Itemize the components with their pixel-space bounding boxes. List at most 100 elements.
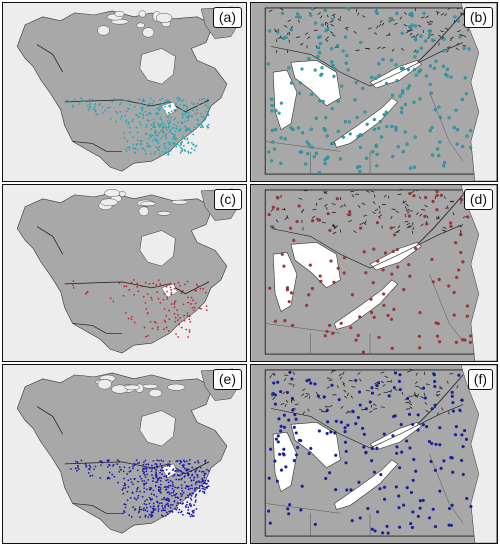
- station-marker: [141, 109, 143, 112]
- station-marker: [452, 313, 456, 317]
- station-marker: [190, 479, 193, 482]
- station-marker: [397, 379, 401, 383]
- station-marker: [350, 293, 355, 297]
- station-marker: [201, 470, 204, 473]
- small-lake: [395, 210, 400, 214]
- station-marker: [370, 75, 374, 80]
- station-marker: [330, 107, 334, 111]
- station-marker: [137, 480, 139, 483]
- small-lake: [406, 222, 410, 226]
- station-marker: [375, 383, 379, 388]
- station-marker: [314, 151, 318, 155]
- station-marker: [160, 130, 163, 132]
- station-marker: [176, 502, 179, 504]
- station-marker: [125, 285, 128, 288]
- station-marker: [87, 109, 90, 111]
- station-marker: [454, 108, 458, 112]
- station-marker: [136, 139, 139, 142]
- station-marker: [307, 293, 311, 297]
- station-marker: [190, 147, 193, 150]
- station-marker: [325, 408, 329, 412]
- station-marker: [317, 429, 321, 433]
- station-marker: [452, 126, 456, 130]
- station-marker: [186, 296, 189, 299]
- station-marker: [423, 39, 428, 43]
- small-lake: [453, 19, 456, 24]
- small-lake: [301, 208, 305, 212]
- station-marker: [382, 497, 387, 501]
- station-marker: [142, 98, 144, 101]
- station-marker: [274, 437, 278, 441]
- station-marker: [297, 91, 302, 95]
- station-marker: [184, 487, 187, 490]
- station-marker: [168, 142, 171, 144]
- station-marker: [170, 492, 172, 494]
- station-marker: [186, 312, 189, 315]
- station-marker: [355, 115, 359, 119]
- station-marker: [190, 504, 193, 507]
- station-marker: [400, 67, 404, 71]
- st-lawrence-river: [417, 374, 464, 425]
- station-marker: [151, 134, 154, 137]
- station-marker: [415, 50, 419, 54]
- zoom-map-d: [251, 185, 497, 361]
- station-marker: [165, 285, 168, 288]
- station-marker: [69, 101, 71, 104]
- station-marker: [142, 470, 144, 472]
- station-marker: [375, 152, 379, 156]
- small-lake: [460, 12, 463, 16]
- station-marker: [124, 311, 127, 314]
- station-marker: [191, 116, 193, 118]
- station-marker: [127, 146, 130, 148]
- station-marker: [172, 483, 174, 486]
- station-marker: [154, 485, 157, 487]
- station-marker: [349, 326, 353, 330]
- small-lake: [425, 15, 429, 19]
- station-marker: [150, 124, 153, 126]
- station-marker: [309, 381, 313, 385]
- lake-huron: [290, 60, 341, 107]
- station-marker: [160, 502, 163, 505]
- station-marker: [147, 113, 150, 115]
- station-marker: [157, 279, 160, 282]
- station-marker: [198, 490, 201, 493]
- station-marker: [108, 477, 111, 480]
- station-marker: [185, 460, 188, 463]
- station-marker: [171, 141, 174, 144]
- station-marker: [193, 128, 195, 131]
- station-marker: [132, 467, 134, 470]
- station-marker: [460, 433, 464, 437]
- station-marker: [181, 493, 184, 496]
- station-marker: [203, 97, 205, 100]
- small-lake: [417, 24, 422, 28]
- station-marker: [314, 21, 318, 25]
- station-marker: [179, 98, 182, 101]
- station-marker: [317, 51, 322, 55]
- small-lake: [368, 410, 373, 413]
- station-marker: [162, 509, 165, 512]
- station-marker: [128, 99, 131, 102]
- station-marker: [146, 498, 148, 501]
- station-marker: [153, 320, 156, 323]
- station-marker: [148, 282, 151, 285]
- station-marker: [145, 124, 148, 126]
- station-marker: [128, 126, 131, 129]
- station-marker: [162, 131, 165, 134]
- station-marker: [389, 58, 394, 62]
- station-marker: [138, 461, 141, 464]
- station-marker: [132, 279, 135, 281]
- station-marker: [468, 340, 472, 344]
- small-lake: [381, 46, 386, 49]
- station-marker: [146, 118, 149, 121]
- small-lake: [279, 35, 282, 39]
- station-marker: [408, 192, 412, 196]
- small-lake: [330, 370, 334, 374]
- station-marker: [174, 508, 177, 510]
- station-marker: [458, 408, 462, 412]
- station-marker: [161, 126, 164, 129]
- station-marker: [158, 459, 160, 462]
- arctic-channel: [138, 206, 150, 217]
- station-marker: [400, 31, 404, 35]
- station-marker: [418, 97, 422, 101]
- station-marker: [152, 505, 155, 508]
